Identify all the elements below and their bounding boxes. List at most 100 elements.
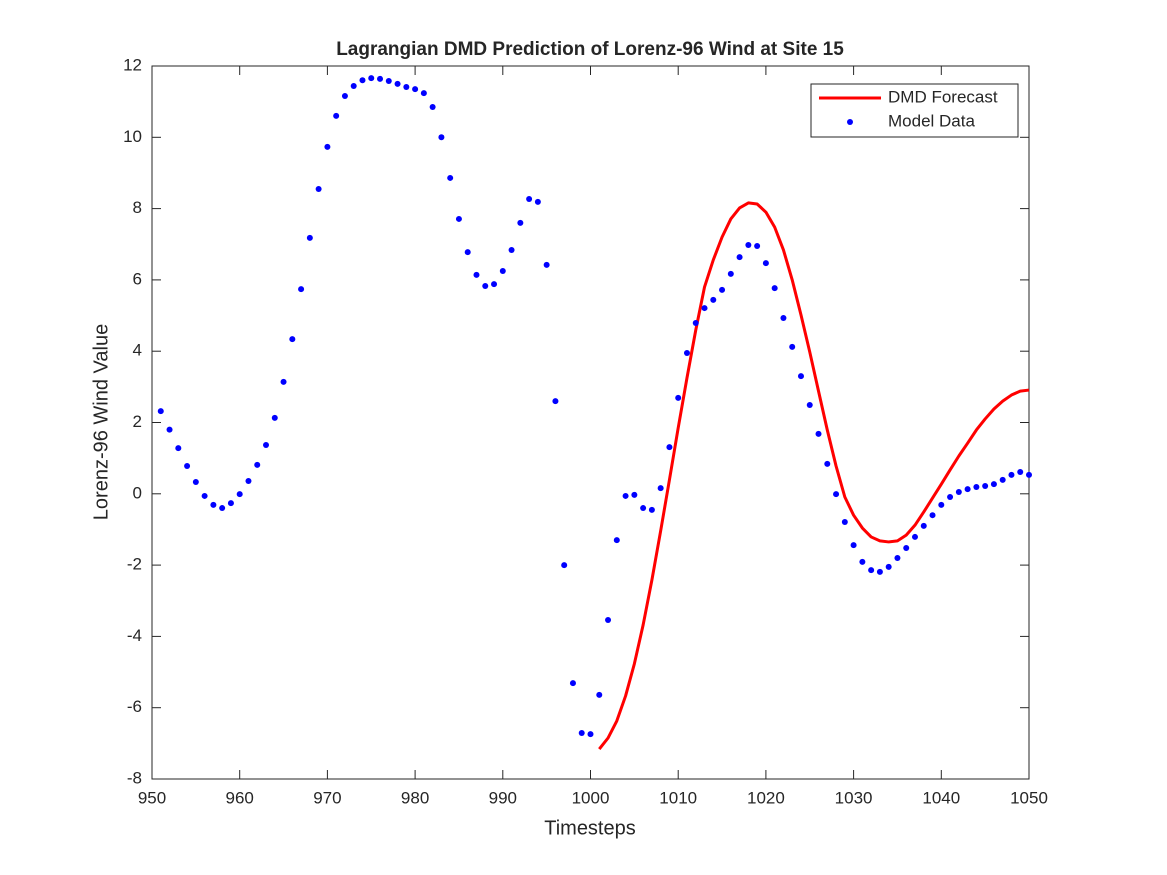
data-point: [876, 568, 883, 575]
data-point: [640, 505, 647, 512]
y-tick-label: 2: [133, 412, 142, 431]
data-point: [473, 271, 480, 278]
data-point: [412, 86, 419, 93]
data-point: [1017, 469, 1024, 476]
data-point: [815, 430, 822, 437]
data-point: [280, 378, 287, 385]
data-point: [157, 408, 164, 415]
legend-label: DMD Forecast: [888, 87, 998, 106]
x-tick-label: 1030: [835, 788, 873, 807]
data-point: [552, 398, 559, 405]
y-tick-label: 8: [133, 198, 142, 217]
legend-box: [810, 83, 1019, 138]
data-point: [955, 489, 962, 496]
legend-swatch: [847, 119, 853, 125]
data-point: [508, 246, 515, 253]
data-point: [648, 506, 655, 513]
data-point: [263, 441, 270, 448]
data-point: [236, 491, 243, 498]
y-tick-label: -4: [127, 626, 142, 645]
data-point: [920, 522, 927, 529]
x-tick-label: 970: [313, 788, 341, 807]
data-point: [947, 494, 954, 501]
data-point: [341, 92, 348, 99]
y-tick-label: -6: [127, 697, 142, 716]
data-point: [517, 219, 524, 226]
data-point: [622, 492, 629, 499]
data-point: [911, 533, 918, 540]
x-tick-label: 1020: [747, 788, 785, 807]
data-point: [254, 461, 261, 468]
y-tick-label: 6: [133, 269, 142, 288]
data-point: [447, 174, 454, 181]
data-point: [289, 336, 296, 343]
data-point: [745, 241, 752, 248]
data-point: [587, 731, 594, 738]
data-point: [771, 285, 778, 292]
data-point: [298, 286, 305, 293]
data-point: [201, 492, 208, 499]
data-point: [982, 482, 989, 489]
data-point: [841, 518, 848, 525]
data-point: [657, 485, 664, 492]
data-point: [613, 537, 620, 544]
x-tick-label: 950: [138, 788, 166, 807]
data-point: [903, 544, 910, 551]
data-point: [368, 75, 375, 82]
data-point: [1026, 471, 1032, 478]
data-point: [999, 476, 1006, 483]
data-point: [403, 84, 410, 91]
data-point: [359, 77, 366, 84]
y-tick-label: -2: [127, 555, 142, 574]
data-point: [762, 260, 769, 267]
data-point: [184, 462, 191, 469]
data-point: [868, 567, 875, 574]
data-point: [271, 414, 278, 421]
data-point: [806, 402, 813, 409]
data-point: [929, 512, 936, 519]
y-tick-label: 0: [133, 483, 142, 502]
data-point: [964, 486, 971, 493]
data-point: [692, 320, 699, 327]
data-point: [578, 730, 585, 737]
data-point: [166, 426, 173, 433]
data-point: [534, 198, 541, 205]
data-point: [377, 75, 384, 82]
data-point: [631, 491, 638, 498]
x-tick-label: 990: [489, 788, 517, 807]
data-point: [561, 562, 568, 569]
data-point: [210, 501, 217, 508]
data-point: [780, 315, 787, 322]
data-point: [990, 481, 997, 488]
data-point: [701, 305, 708, 312]
data-point: [569, 680, 576, 687]
data-point: [420, 90, 427, 97]
data-point: [973, 484, 980, 491]
legend: DMD Forecast Model Data: [810, 83, 1019, 138]
data-point: [683, 349, 690, 356]
y-tick-label: -8: [127, 768, 142, 787]
data-point: [333, 112, 340, 119]
x-tick-label: 1050: [1010, 788, 1048, 807]
data-point: [596, 691, 603, 698]
data-point: [666, 444, 673, 451]
data-point: [227, 500, 234, 507]
data-point: [219, 505, 226, 512]
data-point: [894, 554, 901, 561]
data-point: [736, 254, 743, 261]
data-point: [797, 373, 804, 380]
data-point: [394, 80, 401, 87]
x-tick-label: 1010: [659, 788, 697, 807]
y-tick-label: 10: [123, 127, 142, 146]
y-tick-label: 4: [133, 341, 142, 360]
data-point: [719, 286, 726, 293]
data-point: [885, 563, 892, 570]
y-axis-label: Lorenz-96 Wind Value: [90, 324, 112, 520]
chart-title: Lagrangian DMD Prediction of Lorenz-96 W…: [336, 39, 844, 60]
data-point: [385, 77, 392, 84]
data-point: [455, 215, 462, 222]
x-tick-label: 960: [226, 788, 254, 807]
data-point: [675, 394, 682, 401]
data-point: [245, 477, 252, 484]
